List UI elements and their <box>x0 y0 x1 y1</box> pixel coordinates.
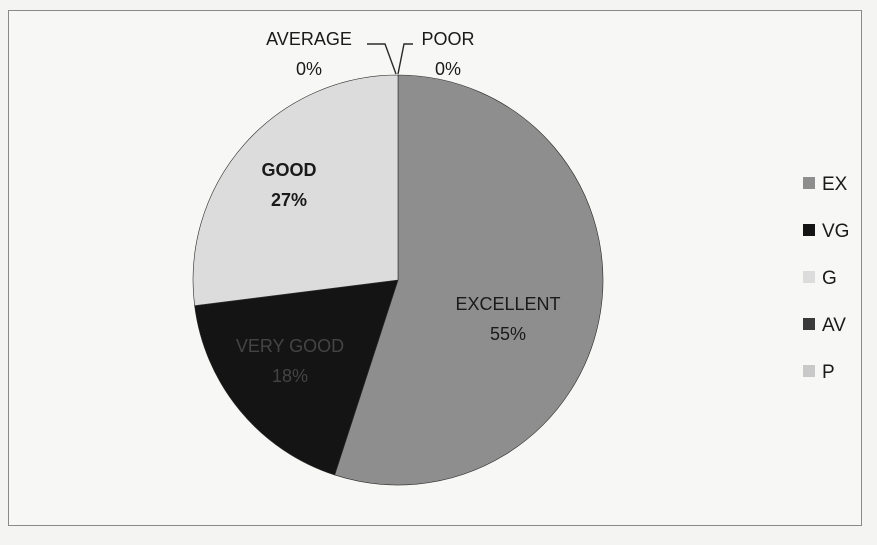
legend-label-vg: VG <box>822 221 849 242</box>
slice-label-very-good: VERY GOOD <box>236 336 344 356</box>
legend-label-ex: EX <box>822 174 848 195</box>
slice-percent-excellent: 55% <box>490 324 526 344</box>
leader-line-average <box>367 43 397 75</box>
legend-item-av: AV <box>803 315 846 336</box>
legend-swatch-vg <box>803 224 815 236</box>
legend-swatch-g <box>803 271 815 283</box>
slice-percent-average: 0% <box>296 59 322 79</box>
legend-item-p: P <box>803 362 835 383</box>
legend-label-g: G <box>822 268 837 289</box>
legend-swatch-ex <box>803 177 815 189</box>
slice-label-good: GOOD <box>261 160 316 180</box>
pie-slice-excellent <box>334 74 604 486</box>
slice-label-excellent: EXCELLENT <box>455 294 560 314</box>
legend-item-vg: VG <box>803 221 849 242</box>
slice-percent-poor: 0% <box>435 59 461 79</box>
pie-slice-very-good <box>194 279 399 476</box>
slice-percent-very-good: 18% <box>272 366 308 386</box>
slice-label-poor: POOR <box>421 29 474 49</box>
legend-label-p: P <box>822 362 835 383</box>
slice-percent-good: 27% <box>271 190 307 210</box>
slice-label-average: AVERAGE <box>266 29 352 49</box>
legend-label-av: AV <box>822 315 846 336</box>
legend-swatch-av <box>803 318 815 330</box>
legend-swatch-p <box>803 365 815 377</box>
pie-slice-good <box>192 74 399 307</box>
leader-line-poor <box>397 43 413 75</box>
legend-item-ex: EX <box>803 174 848 195</box>
legend-item-g: G <box>803 268 837 289</box>
